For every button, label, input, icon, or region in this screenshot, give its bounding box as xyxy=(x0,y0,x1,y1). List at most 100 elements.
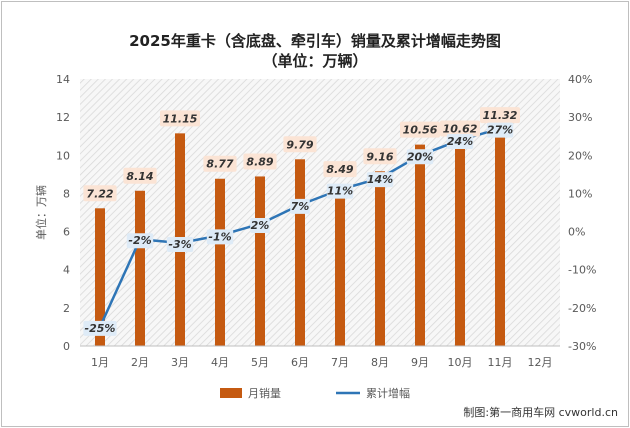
bar-label-group: 8.89 xyxy=(243,153,277,170)
line-value-label: -2% xyxy=(128,234,151,247)
bar-label-bg xyxy=(83,185,117,202)
line-label-bg xyxy=(166,237,194,253)
legend-bar-label: 月销量 xyxy=(248,386,281,400)
bar-label-bg xyxy=(400,121,440,138)
bar-label-group: 8.49 xyxy=(323,161,357,178)
bar-label-bg xyxy=(363,148,397,165)
line-label-bg xyxy=(406,149,434,165)
axes: 0 2 4 6 8 10 12 14 -30% -20% -10% 0% 10% 20% 30% 40% 1月 2… xyxy=(34,73,596,369)
x-tick-label: 2月 xyxy=(131,356,149,369)
data-labels: 7.22 8.14 11.15 8.77 8.89 9.79 8.49 9.16 10.56 10… xyxy=(83,107,520,336)
bar-11月 xyxy=(495,130,505,346)
y-tick-label: 12 xyxy=(56,111,70,124)
bar-10月 xyxy=(455,143,465,346)
line-value-label: 14% xyxy=(367,173,393,186)
bar-label-group: 7.22 xyxy=(83,185,117,202)
y2-tick-label: 10% xyxy=(568,187,592,200)
bar-label-group: 8.77 xyxy=(203,155,237,172)
line-label-bg xyxy=(446,134,474,150)
line-value-label: -1% xyxy=(208,230,231,243)
line-label-bg xyxy=(326,183,354,199)
bar-value-label: 11.32 xyxy=(483,109,518,122)
x-tick-label: 6月 xyxy=(291,356,309,369)
bar-5月 xyxy=(255,176,265,346)
bar-value-label: 9.16 xyxy=(366,150,393,163)
bar-4月 xyxy=(215,178,225,346)
bar-label-group: 11.32 xyxy=(480,107,520,124)
line-label-group: 14% xyxy=(366,172,394,188)
y2-tick-label: 20% xyxy=(568,149,592,162)
x-tick-label: 5月 xyxy=(251,356,269,369)
chart-title: 2025年重卡（含底盘、牵引车）销量及累计增幅走势图 xyxy=(129,32,501,50)
line-label-group: -2% xyxy=(126,233,154,249)
bar-label-group: 8.14 xyxy=(123,167,157,184)
bar-label-group: 9.16 xyxy=(363,148,397,165)
y2-tick-label: 40% xyxy=(568,73,592,86)
line-label-group: 11% xyxy=(326,183,354,199)
y2-tick-label: -20% xyxy=(568,302,596,315)
x-tick-label: 9月 xyxy=(411,356,429,369)
bar-6月 xyxy=(295,159,305,346)
bar-value-label: 7.22 xyxy=(86,187,113,200)
line-label-group: 24% xyxy=(446,134,474,150)
y-tick-label: 2 xyxy=(63,302,70,315)
bar-value-label: 8.49 xyxy=(326,163,353,176)
bar-value-label: 10.62 xyxy=(443,122,478,135)
line-label-group: 2% xyxy=(250,217,270,233)
bar-label-bg xyxy=(480,107,520,124)
line-value-label: -25% xyxy=(85,322,116,335)
bar-value-label: 8.77 xyxy=(206,158,233,171)
x-tick-label: 12月 xyxy=(528,356,553,369)
legend-line-label: 累计增幅 xyxy=(366,386,410,400)
line-label-group: 20% xyxy=(406,149,434,165)
bar-label-group: 11.15 xyxy=(160,110,200,127)
line-value-label: 20% xyxy=(407,150,433,163)
bar-value-label: 8.14 xyxy=(126,170,153,183)
y-tick-label: 8 xyxy=(63,187,70,200)
line-value-label: 27% xyxy=(487,124,513,137)
bar-label-bg xyxy=(440,120,480,137)
line-label-bg xyxy=(206,229,234,245)
bar-label-group: 10.62 xyxy=(440,120,480,137)
bar-7月 xyxy=(335,184,345,346)
line-value-label: 24% xyxy=(447,135,473,148)
bar-2月 xyxy=(135,190,145,346)
line-label-bg xyxy=(290,198,310,214)
bar-value-label: 8.89 xyxy=(246,155,273,168)
bar-label-bg xyxy=(160,110,200,127)
y-tick-label: 6 xyxy=(63,226,70,239)
x-tick-label: 1月 xyxy=(91,356,109,369)
bar-label-group: 10.56 xyxy=(400,121,440,138)
legend-bar-swatch xyxy=(220,388,242,398)
x-tick-label: 11月 xyxy=(488,356,513,369)
legend: 月销量 累计增幅 xyxy=(220,386,410,400)
y2-tick-label: 30% xyxy=(568,111,592,124)
line-label-group: 27% xyxy=(486,122,514,138)
chart-credit: 制图:第一商用车网 cvworld.cn xyxy=(463,405,618,419)
line-label-bg xyxy=(486,122,514,138)
bar-label-bg xyxy=(123,167,157,184)
y-axis-title: 单位：万辆 xyxy=(34,185,48,240)
y-tick-label: 0 xyxy=(63,340,70,353)
y2-tick-label: 0% xyxy=(568,226,585,239)
line-value-label: 2% xyxy=(251,219,270,232)
line-label-bg xyxy=(83,320,117,336)
line-value-label: 11% xyxy=(327,185,353,198)
x-tick-label: 8月 xyxy=(371,356,389,369)
line-label-bg xyxy=(250,217,270,233)
line-label-group: -1% xyxy=(206,229,234,245)
x-tick-label: 7月 xyxy=(331,356,349,369)
line-label-group: 7% xyxy=(290,198,310,214)
y2-tick-label: -10% xyxy=(568,264,596,277)
bar-value-label: 9.79 xyxy=(286,138,313,151)
x-tick-label: 10月 xyxy=(448,356,473,369)
y-tick-label: 10 xyxy=(56,149,70,162)
line-label-group: -3% xyxy=(166,237,194,253)
x-tick-label: 3月 xyxy=(171,356,189,369)
line-label-bg xyxy=(366,172,394,188)
y2-tick-label: -30% xyxy=(568,340,596,353)
y-tick-label: 4 xyxy=(63,264,70,277)
bar-8月 xyxy=(375,171,385,346)
bar-series xyxy=(95,130,505,346)
